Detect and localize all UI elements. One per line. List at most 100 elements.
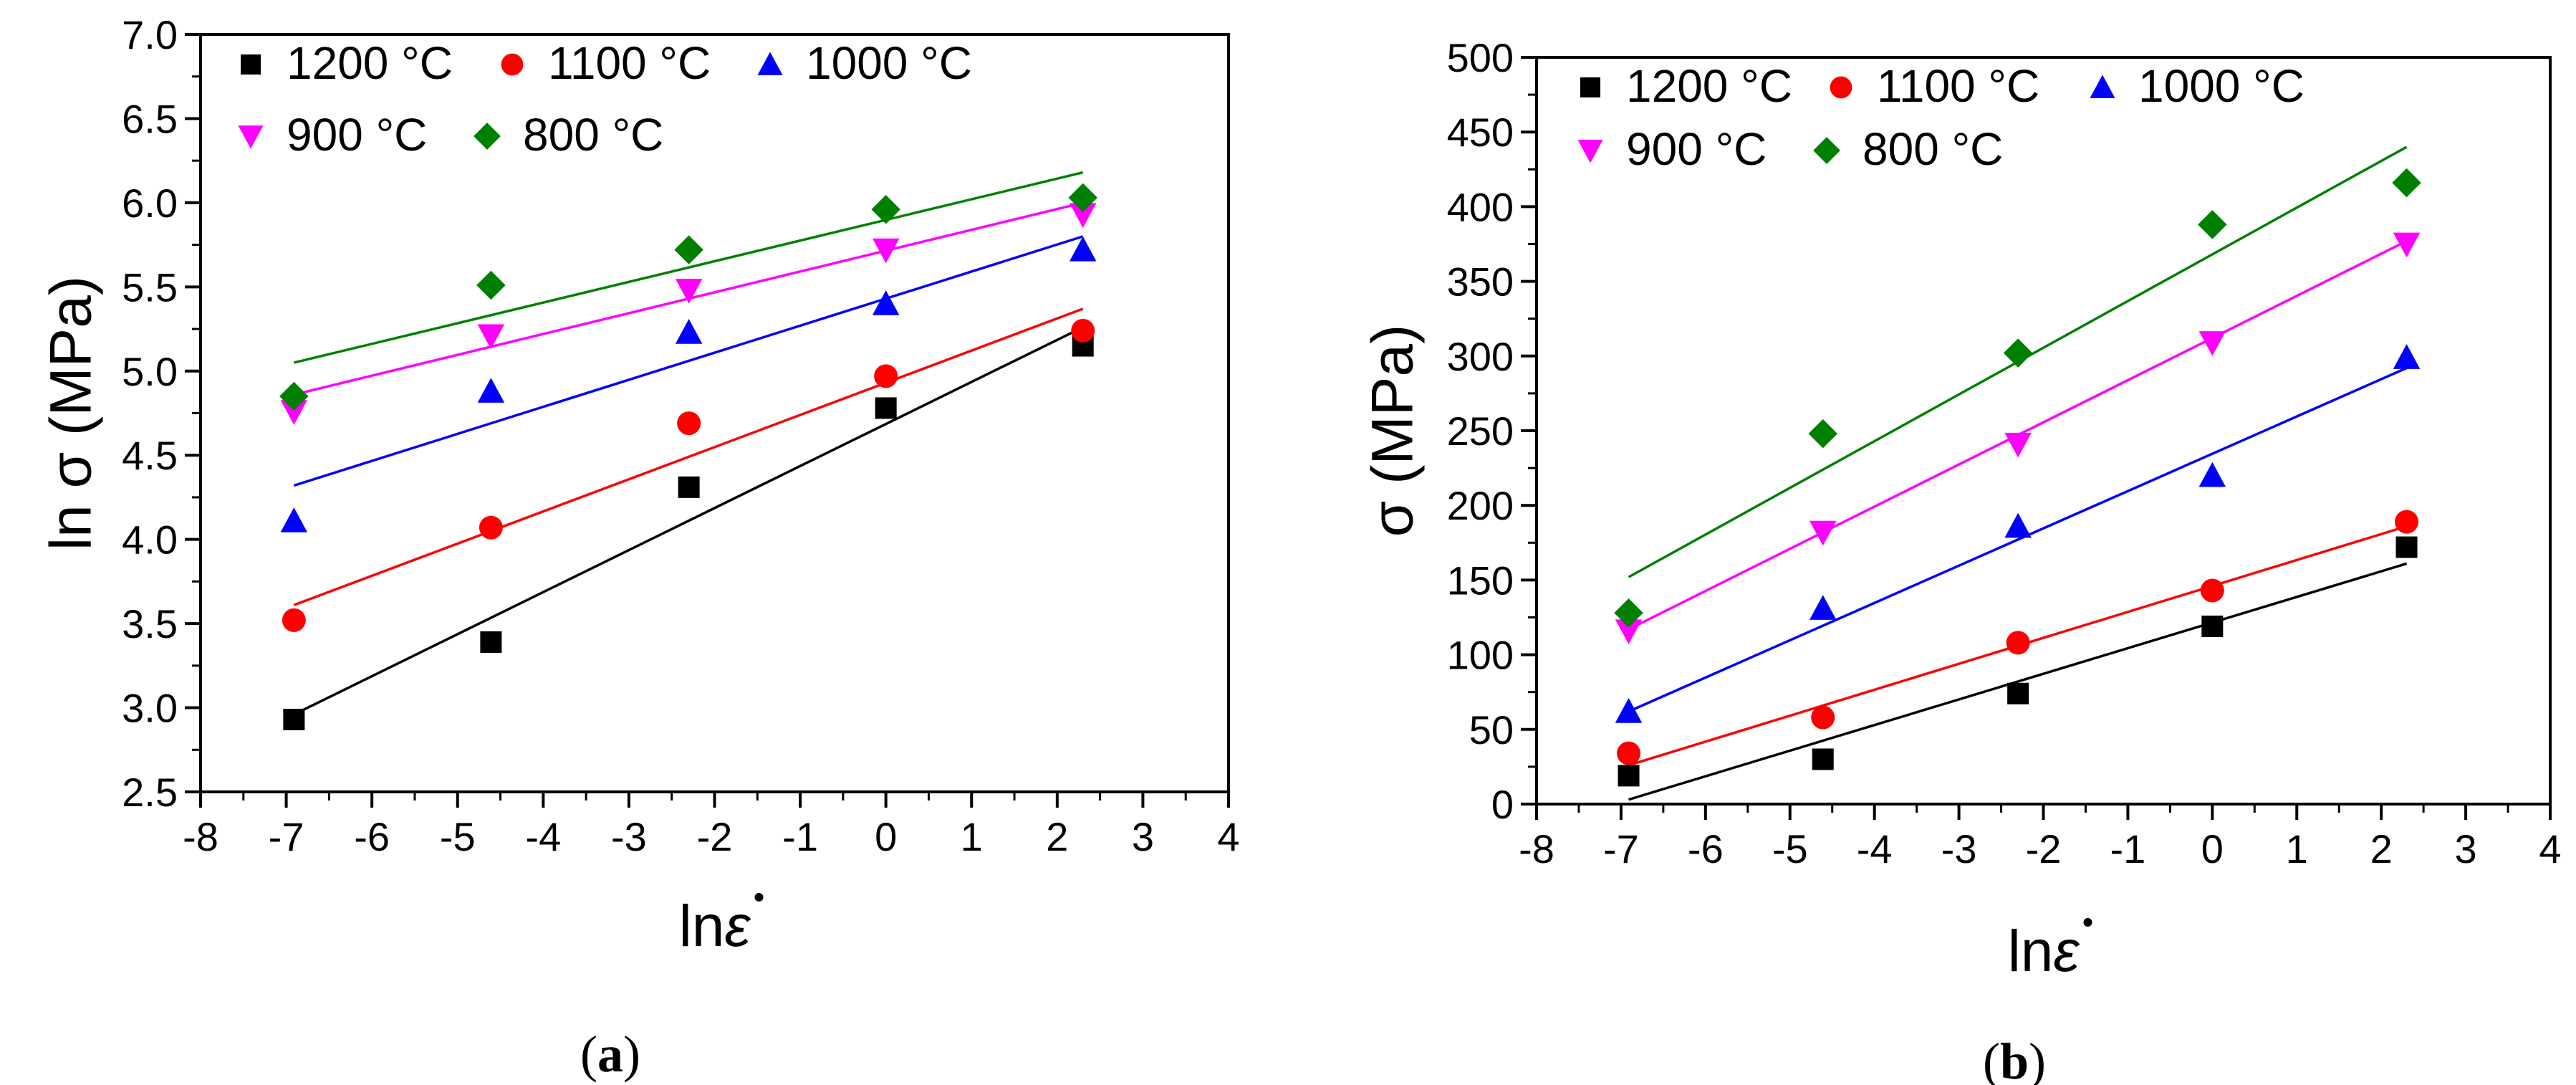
data-point-900 xyxy=(2004,432,2032,458)
y-tick-label: 450 xyxy=(1447,110,1514,155)
y-tick-label: 300 xyxy=(1447,334,1514,379)
data-point-900 xyxy=(675,279,703,304)
x-tick-label: 0 xyxy=(2201,826,2224,871)
y-tick-label: 400 xyxy=(1447,184,1514,229)
data-point-1200 xyxy=(2395,536,2418,558)
data-point-1200 xyxy=(1618,765,1640,787)
x-tick-label: 2 xyxy=(2370,826,2393,871)
y-tick-label: 150 xyxy=(1447,558,1514,603)
x-axis-title: lnε xyxy=(679,894,751,959)
x-tick-label: -4 xyxy=(1857,826,1893,871)
y-tick-label: 250 xyxy=(1447,408,1514,454)
data-point-1100 xyxy=(677,411,701,436)
x-axis-title-dot xyxy=(754,893,764,902)
data-point-1000 xyxy=(477,378,505,403)
x-tick-label: -5 xyxy=(440,814,476,859)
legend-label-900: 900 °C xyxy=(1626,123,1767,175)
panel-caption: (a) xyxy=(580,1026,640,1083)
data-point-800 xyxy=(871,195,900,224)
legend-label-1000: 1000 °C xyxy=(806,37,972,89)
x-tick-label: -3 xyxy=(1941,826,1977,871)
x-tick-label: 4 xyxy=(1217,814,1239,859)
data-point-900 xyxy=(477,324,505,350)
panel-b-chart: -8 -7 -6 -5 -4 -3 -2 -1 0 1 2 3 4 0 50 100 150 200 250 300 3… xyxy=(1360,35,2562,1085)
x-tick-label: 3 xyxy=(1132,814,1154,859)
fit-line-1000 xyxy=(1628,366,2408,713)
data-point-1000 xyxy=(2393,344,2421,369)
data-point-1100 xyxy=(2395,510,2419,534)
data-point-1100 xyxy=(2200,578,2224,603)
x-tick-label: -1 xyxy=(2110,826,2146,871)
data-point-1200 xyxy=(480,631,502,653)
y-tick-label: 5.5 xyxy=(122,264,178,310)
x-tick-label: -8 xyxy=(183,814,218,859)
data-point-1100 xyxy=(2006,631,2030,655)
data-point-1000 xyxy=(675,319,703,344)
data-point-900 xyxy=(1069,203,1097,229)
data-point-900 xyxy=(280,400,308,425)
y-tick-label: 500 xyxy=(1447,35,1514,80)
x-axis-title-prefix: ln xyxy=(679,894,725,959)
y-tick-label: 50 xyxy=(1469,707,1514,752)
data-point-1000 xyxy=(280,507,308,532)
legend-marker-1200 xyxy=(241,54,261,75)
data-point-800 xyxy=(674,235,703,264)
data-point-1100 xyxy=(282,608,306,632)
data-point-1000 xyxy=(872,290,900,315)
x-tick-label: -7 xyxy=(269,814,304,859)
data-point-1000 xyxy=(1615,698,1643,723)
data-point-1100 xyxy=(479,515,503,540)
data-point-800 xyxy=(279,381,309,411)
y-tick-label: 6.5 xyxy=(122,96,178,141)
legend-marker-1200 xyxy=(1580,77,1600,97)
y-axis-title: ln σ (MPa) xyxy=(39,276,104,550)
x-tick-label: 2 xyxy=(1046,814,1068,859)
y-tick-label: 6.0 xyxy=(122,181,178,226)
x-axis-title-variable: ε xyxy=(2053,919,2080,984)
legend-label-1100: 1100 °C xyxy=(1877,60,2039,112)
data-point-1200 xyxy=(875,397,897,419)
x-tick-label: 3 xyxy=(2455,826,2477,871)
x-tick-label: -7 xyxy=(1603,826,1639,871)
fit-line-1000 xyxy=(293,235,1084,487)
y-tick-label: 7.0 xyxy=(122,12,178,57)
x-axis-title: lnε xyxy=(2008,919,2080,984)
x-tick-label: -8 xyxy=(1519,826,1554,871)
data-point-900 xyxy=(2198,331,2226,356)
x-tick-label: 4 xyxy=(2539,826,2561,871)
legend-label-1200: 1200 °C xyxy=(287,37,453,89)
data-point-800 xyxy=(2392,168,2421,198)
y-tick-label: 5.0 xyxy=(122,349,178,394)
legend-label-800: 800 °C xyxy=(1863,123,2003,175)
y-tick-label: 200 xyxy=(1447,483,1514,528)
y-tick-label: 3.0 xyxy=(122,686,178,731)
legend-marker-800 xyxy=(474,123,501,150)
y-tick-label: 4.0 xyxy=(122,517,178,563)
data-point-1200 xyxy=(678,476,700,498)
data-point-1000 xyxy=(1809,595,1837,620)
data-point-1100 xyxy=(1811,705,1835,730)
legend-marker-900 xyxy=(1577,140,1603,163)
data-point-1000 xyxy=(2004,512,2032,538)
x-tick-label: -5 xyxy=(1772,826,1808,871)
legend-label-900: 900 °C xyxy=(287,109,427,161)
legend-marker-800 xyxy=(1813,137,1840,164)
data-point-1000 xyxy=(1069,236,1097,262)
y-tick-label: 0 xyxy=(1491,782,1514,827)
y-tick-label: 350 xyxy=(1447,259,1514,305)
data-point-900 xyxy=(1615,619,1643,645)
x-tick-label: -2 xyxy=(2026,826,2062,871)
x-tick-label: -6 xyxy=(354,814,390,859)
data-point-900 xyxy=(1809,520,1837,546)
x-tick-label: -3 xyxy=(611,814,647,859)
data-point-900 xyxy=(872,238,900,264)
y-tick-label: 2.5 xyxy=(122,770,178,815)
fit-line-1200 xyxy=(1628,562,2408,801)
y-tick-label: 100 xyxy=(1447,633,1514,678)
x-axis-title-prefix: ln xyxy=(2008,919,2054,984)
y-tick-label: 4.5 xyxy=(122,433,178,478)
legend-label-1200: 1200 °C xyxy=(1626,60,1792,112)
x-tick-label: 1 xyxy=(2286,826,2308,871)
data-point-800 xyxy=(476,270,506,300)
